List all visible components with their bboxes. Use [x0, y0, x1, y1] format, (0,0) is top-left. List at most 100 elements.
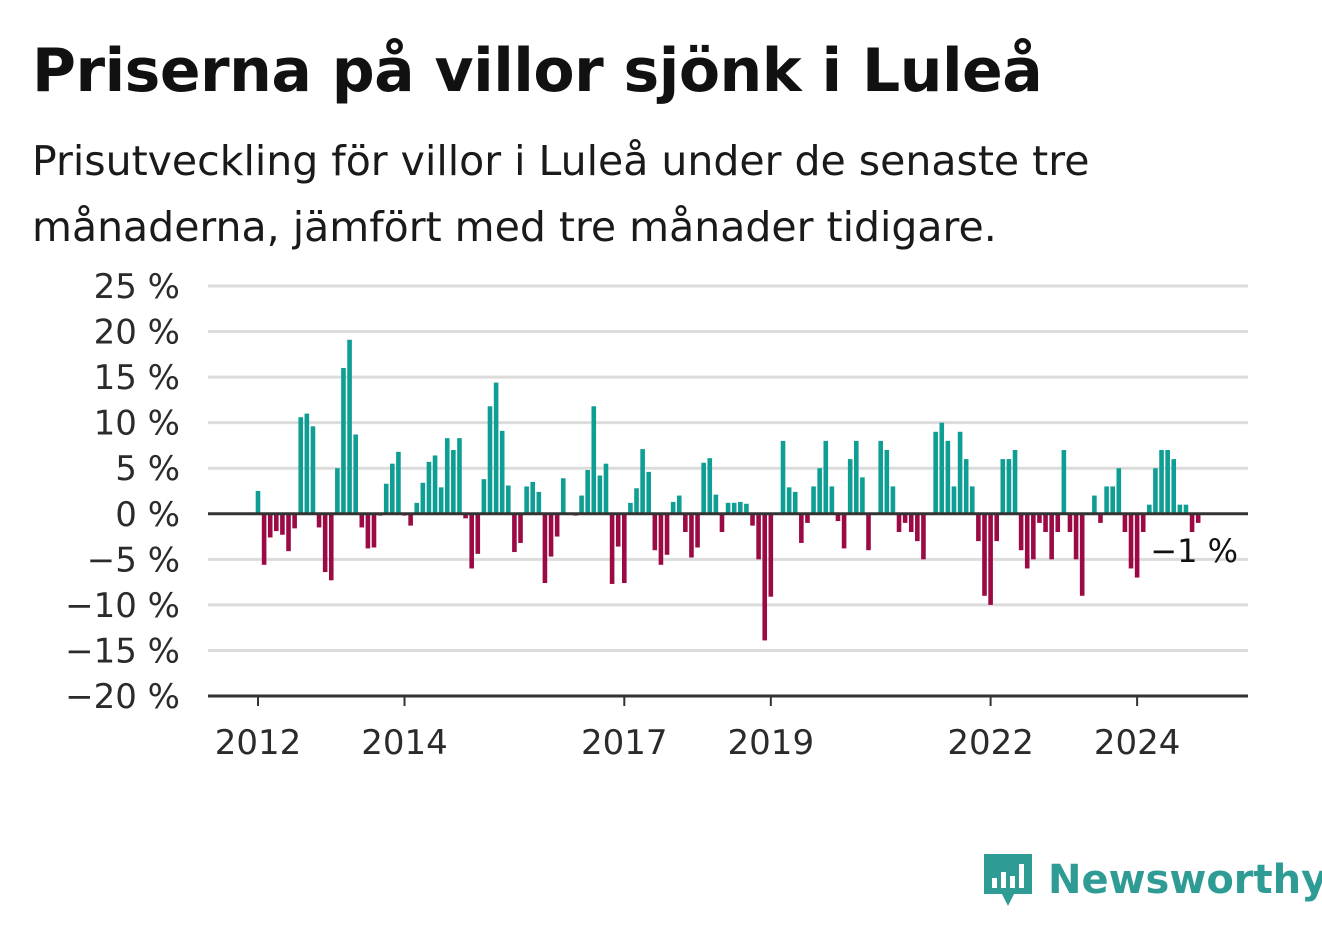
bar: [316, 513, 322, 528]
bar: [396, 451, 401, 514]
bar: [506, 485, 511, 514]
bar: [597, 475, 603, 514]
bar: [432, 455, 438, 514]
bar: [414, 502, 420, 514]
bar: [786, 487, 792, 514]
bar: [292, 513, 297, 529]
bar: [1134, 513, 1140, 578]
bar: [280, 513, 285, 535]
bar: [908, 513, 914, 532]
bar: [713, 494, 719, 514]
bar: [988, 513, 993, 605]
bar: [969, 486, 975, 514]
bar: [939, 422, 945, 514]
bar: [976, 513, 981, 542]
bar: [756, 513, 761, 560]
bar: [554, 513, 560, 537]
bar: [1024, 513, 1030, 569]
bar: [1049, 513, 1054, 560]
bar: [884, 450, 890, 514]
bar: [1092, 495, 1097, 514]
y-tick-label: 5 %: [115, 449, 180, 489]
bar: [634, 488, 639, 514]
bar: [933, 431, 938, 514]
bar: [951, 486, 957, 514]
bar: [261, 513, 267, 565]
bar: [390, 463, 395, 514]
bar: [286, 513, 291, 552]
bar: [1061, 450, 1067, 514]
bar: [341, 368, 346, 514]
bar: [438, 487, 444, 514]
bar: [1116, 468, 1122, 514]
x-tick-label: 2019: [728, 723, 815, 763]
bar: [847, 459, 853, 514]
bar: [274, 513, 279, 532]
x-tick-label: 2024: [1094, 723, 1181, 763]
bar: [762, 513, 768, 641]
bar: [683, 513, 688, 532]
bar: [475, 513, 481, 554]
bar: [463, 513, 468, 519]
bar: [768, 513, 774, 597]
bar: [591, 406, 597, 514]
bar: [1189, 513, 1195, 532]
bar: [585, 470, 590, 514]
bar: [805, 513, 810, 523]
bar: [811, 486, 816, 514]
bar: [1140, 513, 1146, 532]
chart-title: Priserna på villor sjönk i Luleå: [32, 36, 1043, 106]
y-tick-label: −5 %: [87, 540, 180, 580]
bar: [420, 482, 426, 514]
bar: [853, 440, 859, 514]
bar: [1153, 468, 1158, 514]
bar: [1055, 513, 1061, 532]
bars: [255, 339, 1201, 641]
bar: [1128, 513, 1134, 569]
bar: [347, 339, 352, 514]
bar: [335, 468, 340, 514]
bar: [536, 491, 542, 514]
grid-lines: [208, 284, 1248, 652]
bar: [530, 481, 536, 514]
bar: [322, 513, 328, 573]
bar: [548, 513, 554, 557]
bar: [609, 513, 615, 584]
bar: [481, 479, 487, 514]
bar: [371, 513, 377, 548]
bar: [646, 471, 652, 514]
bar: [628, 502, 633, 514]
y-tick-label: 20 %: [94, 313, 180, 353]
bar: [615, 513, 621, 547]
bar: [542, 513, 548, 584]
bar: [866, 513, 871, 551]
bar: [689, 513, 694, 558]
bar: [1122, 513, 1128, 532]
bar: [664, 513, 670, 555]
bar: [701, 462, 706, 514]
bar: [860, 477, 865, 514]
bar: [451, 450, 456, 514]
bar: [890, 486, 896, 514]
bar: [487, 406, 493, 514]
bar: [738, 501, 743, 514]
bar: [383, 483, 389, 514]
y-axis-ticks: 25 % 20 % 15 % 10 % 5 % 0 % −5 % −10 % −15 % −20 …: [65, 267, 180, 717]
bar: [1147, 504, 1152, 514]
bar: [817, 468, 822, 514]
bar: [298, 417, 304, 514]
bar: [731, 502, 737, 514]
bar: [719, 513, 725, 532]
bar: [945, 440, 951, 514]
bar: [524, 486, 529, 514]
bar: [493, 382, 499, 514]
bar: [780, 440, 786, 514]
bar: [1183, 504, 1189, 514]
newsworthy-logo-text: Newsworthy: [1048, 857, 1322, 903]
bar: [1073, 513, 1079, 560]
bar: [982, 513, 987, 596]
bar: [652, 513, 658, 551]
bar: [1098, 513, 1103, 523]
bar: [1037, 513, 1042, 523]
bar: [444, 438, 450, 514]
